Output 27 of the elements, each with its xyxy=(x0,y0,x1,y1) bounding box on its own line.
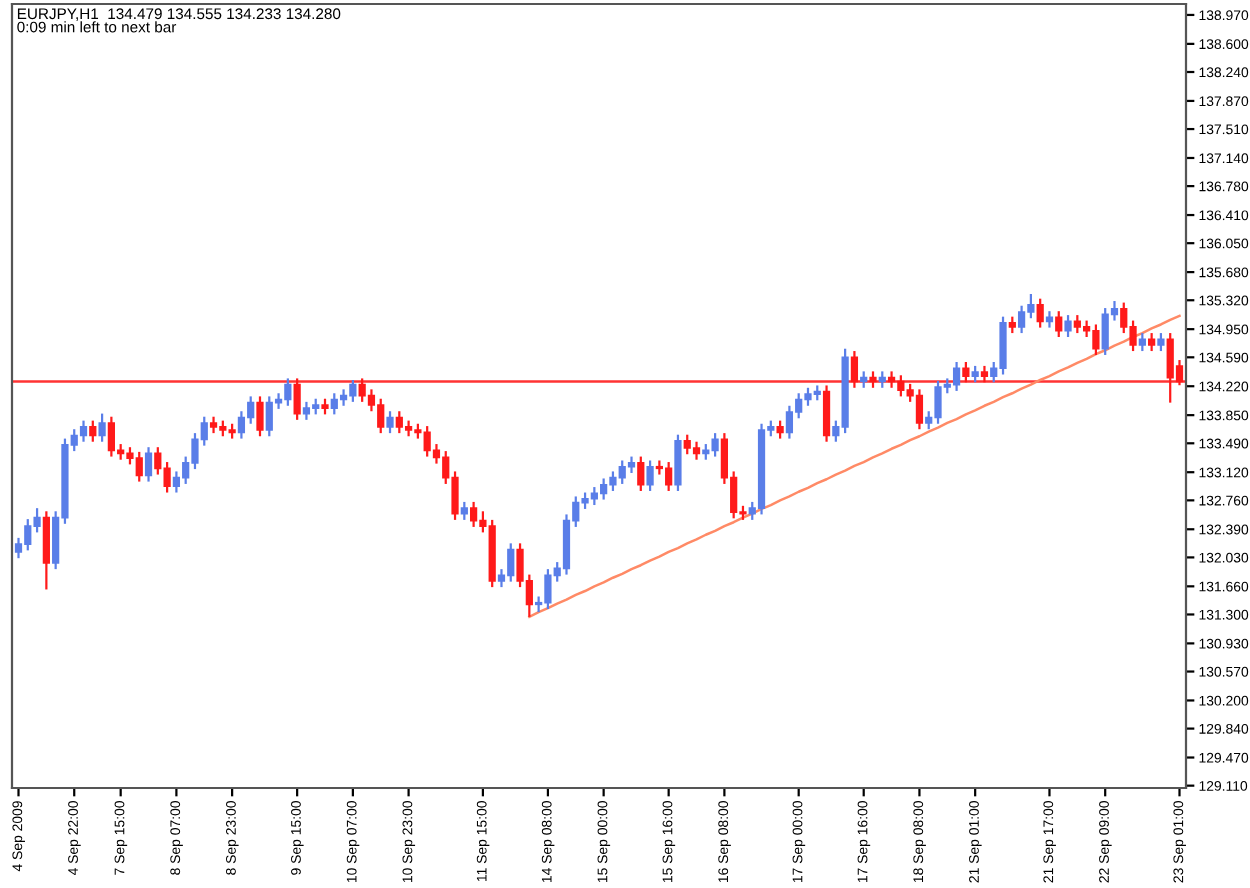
candlestick xyxy=(962,360,970,384)
candlestick xyxy=(1055,310,1063,339)
candlestick xyxy=(144,446,153,483)
candlestick xyxy=(915,388,924,431)
candlestick xyxy=(256,395,264,438)
candlestick xyxy=(107,415,116,458)
candlestick xyxy=(887,370,896,389)
candlestick xyxy=(637,455,645,493)
candlestick xyxy=(42,510,50,591)
candlestick xyxy=(172,470,181,494)
candlestick xyxy=(850,349,859,389)
candlestick xyxy=(785,404,794,440)
candlestick xyxy=(89,419,97,443)
candlestick xyxy=(98,412,106,443)
line-series xyxy=(528,314,1181,619)
candlestick xyxy=(1036,297,1044,329)
candlestick xyxy=(1045,310,1054,329)
candlestick xyxy=(293,377,301,421)
candlestick xyxy=(339,388,348,407)
candlestick xyxy=(386,410,394,435)
candlestick xyxy=(674,433,682,493)
candlestick xyxy=(952,360,961,393)
candlestick xyxy=(237,410,246,440)
candlestick xyxy=(822,384,831,443)
candlestick xyxy=(79,419,88,443)
candlestick xyxy=(1064,313,1072,339)
candlestick xyxy=(646,459,654,493)
